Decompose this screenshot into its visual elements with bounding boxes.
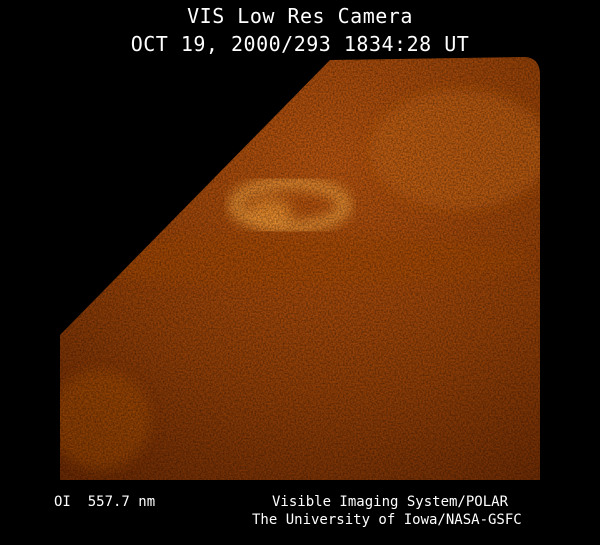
image-timestamp: OCT 19, 2000/293 1834:28 UT (130, 32, 470, 56)
instrument-label: Visible Imaging System/POLAR (272, 494, 509, 510)
wavelength-label: OI 557.7 nm (54, 494, 156, 510)
image-title: VIS Low Res Camera (187, 4, 413, 28)
credit-label: The University of Iowa/NASA-GSFC (252, 512, 522, 528)
